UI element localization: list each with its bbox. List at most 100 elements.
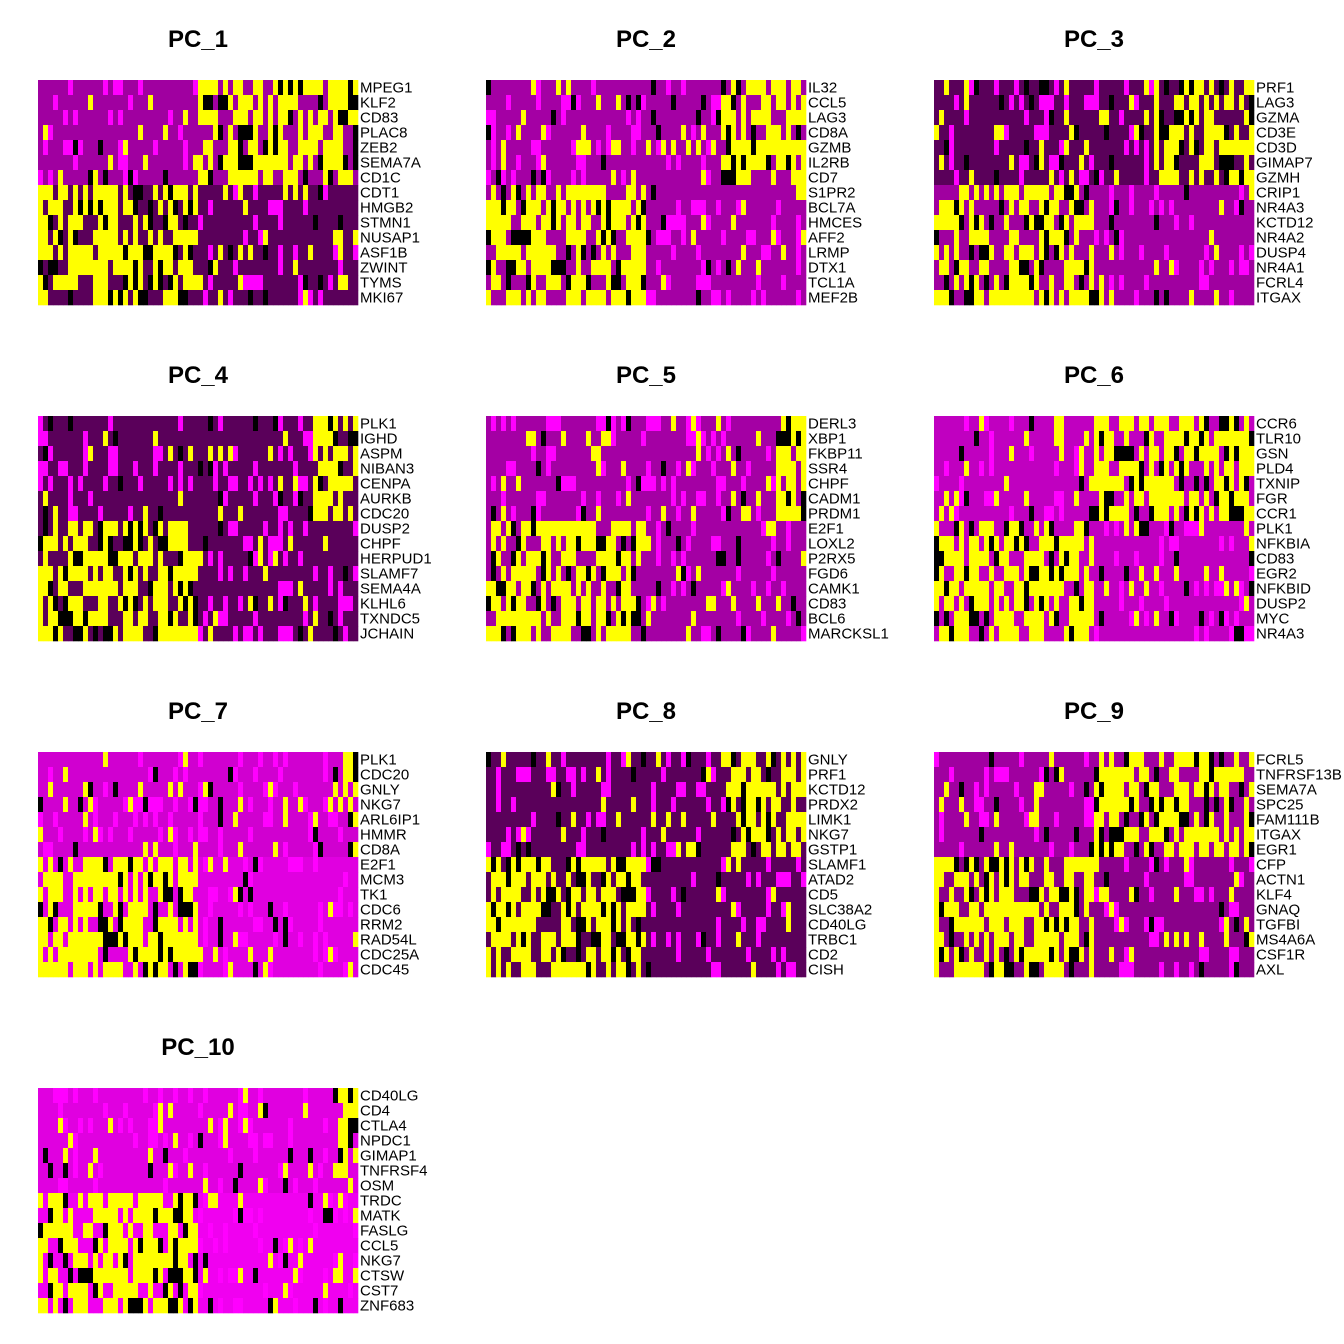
- heatmap-cell: [343, 506, 349, 522]
- heatmap-cell: [1164, 125, 1170, 141]
- heatmap-cell: [348, 566, 354, 582]
- heatmap-cell: [128, 80, 134, 96]
- heatmap-cell: [786, 110, 792, 126]
- heatmap-cell: [676, 461, 682, 477]
- heatmap-cell: [741, 446, 747, 462]
- heatmap-cell: [1049, 95, 1055, 111]
- heatmap-cell: [796, 491, 802, 507]
- heatmap-cell: [546, 230, 552, 246]
- heatmap-cell: [651, 611, 657, 627]
- heatmap-cell: [771, 230, 777, 246]
- heatmap-cell: [1159, 416, 1165, 432]
- heatmap-cell: [551, 185, 557, 201]
- heatmap-cell: [786, 185, 792, 201]
- heatmap-cell: [776, 155, 782, 171]
- heatmap-cell: [158, 290, 164, 306]
- heatmap-cell: [781, 260, 787, 276]
- heatmap-cell: [939, 140, 945, 156]
- heatmap-cell: [1154, 95, 1160, 111]
- heatmap-cell: [333, 596, 339, 612]
- heatmap-cell: [736, 170, 742, 186]
- heatmap-cell: [218, 230, 224, 246]
- heatmap-cell: [666, 551, 672, 567]
- heatmap-cell: [676, 80, 682, 96]
- heatmap-cell: [1189, 185, 1195, 201]
- heatmap-cell: [238, 626, 244, 642]
- heatmap-cell: [491, 245, 497, 261]
- heatmap-cell: [666, 581, 672, 597]
- heatmap-cell: [73, 581, 79, 597]
- heatmap-cell: [278, 581, 284, 597]
- heatmap-cell: [203, 245, 209, 261]
- heatmap-cell: [168, 260, 174, 276]
- heatmap-cell: [944, 110, 950, 126]
- heatmap-cell: [591, 170, 597, 186]
- heatmap-cell: [1059, 215, 1065, 231]
- heatmap-cell: [999, 275, 1005, 291]
- heatmap-cell: [1034, 125, 1040, 141]
- heatmap-cell: [138, 215, 144, 231]
- heatmap-cell: [1019, 185, 1025, 201]
- heatmap-cell: [278, 140, 284, 156]
- heatmap-cell: [1129, 230, 1135, 246]
- heatmap-cell: [218, 275, 224, 291]
- heatmap-cell: [691, 611, 697, 627]
- heatmap-cell: [1234, 95, 1240, 111]
- heatmap-cell: [118, 110, 124, 126]
- heatmap-cell: [158, 80, 164, 96]
- heatmap-cell: [118, 215, 124, 231]
- heatmap-cell: [233, 215, 239, 231]
- heatmap-cell: [253, 230, 259, 246]
- heatmap-cell: [1144, 200, 1150, 216]
- heatmap-cell: [238, 215, 244, 231]
- heatmap-cell: [88, 200, 94, 216]
- heatmap-cell: [646, 446, 652, 462]
- heatmap-cell: [551, 566, 557, 582]
- heatmap-cell: [1124, 230, 1130, 246]
- heatmap-cell: [163, 416, 169, 432]
- panel-title: PC_5: [615, 362, 677, 389]
- heatmap-cell: [516, 275, 522, 291]
- heatmap-cell: [263, 155, 269, 171]
- heatmap-cell: [761, 185, 767, 201]
- heatmap-cell: [701, 80, 707, 96]
- heatmap-cell: [1094, 140, 1100, 156]
- heatmap-cell: [98, 626, 104, 642]
- heatmap-cell: [1204, 290, 1210, 306]
- heatmap-cell: [338, 521, 344, 537]
- heatmap-cell: [1174, 140, 1180, 156]
- heatmap-cell: [606, 566, 612, 582]
- heatmap-cell: [576, 230, 582, 246]
- heatmap-cell: [681, 260, 687, 276]
- heatmap-cell: [48, 125, 54, 141]
- heatmap-cell: [158, 200, 164, 216]
- heatmap-cell: [771, 431, 777, 447]
- heatmap-cell: [203, 290, 209, 306]
- heatmap-cell: [1209, 230, 1215, 246]
- heatmap-cell: [53, 275, 59, 291]
- heatmap-cell: [1059, 416, 1065, 432]
- heatmap-cell: [233, 95, 239, 111]
- heatmap-cell: [666, 230, 672, 246]
- heatmap-cell: [1099, 95, 1105, 111]
- heatmap-cell: [328, 275, 334, 291]
- heatmap-cell: [168, 245, 174, 261]
- heatmap-cell: [681, 110, 687, 126]
- heatmap-cell: [651, 566, 657, 582]
- heatmap-cell: [218, 596, 224, 612]
- heatmap-cell: [561, 95, 567, 111]
- heatmap-cell: [766, 566, 772, 582]
- heatmap-cell: [781, 626, 787, 642]
- heatmap-cell: [531, 611, 537, 627]
- heatmap-cell: [756, 290, 762, 306]
- heatmap-cell: [333, 521, 339, 537]
- heatmap-cell: [626, 200, 632, 216]
- heatmap-cell: [278, 596, 284, 612]
- heatmap-cell: [701, 446, 707, 462]
- heatmap-cell: [273, 446, 279, 462]
- heatmap-panel: PC_2 IL32 CCL5 LAG3 CD8A GZMB IL2RB CD7 S1PR2 BCL…: [448, 0, 896, 336]
- heatmap-cell: [1069, 140, 1075, 156]
- heatmap-cell: [218, 185, 224, 201]
- heatmap-cell: [731, 260, 737, 276]
- heatmap-cell: [118, 506, 124, 522]
